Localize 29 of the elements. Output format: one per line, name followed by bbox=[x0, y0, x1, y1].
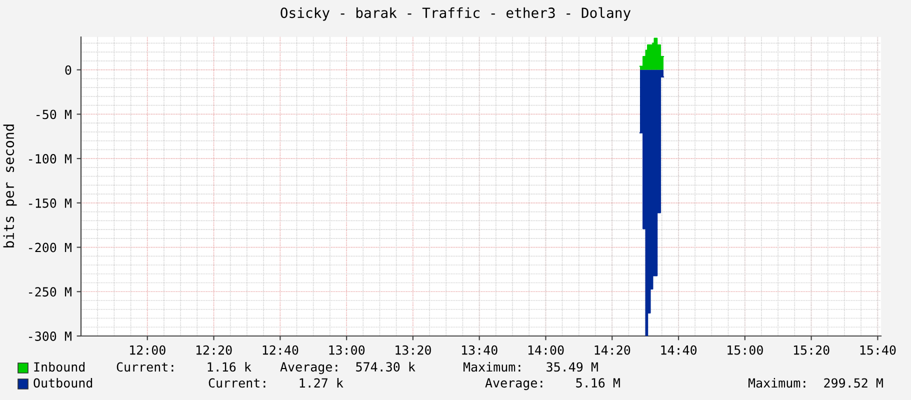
y-tick-label: -50 M bbox=[36, 110, 72, 120]
chart-title: Osicky - barak - Traffic - ether3 - Dolany bbox=[280, 7, 631, 21]
x-tick-label: 13:00 bbox=[329, 345, 365, 355]
text: Current: 1.16 k bbox=[116, 362, 252, 372]
y-axis-title: bits per second bbox=[3, 124, 17, 248]
x-tick-label: 15:40 bbox=[860, 345, 896, 355]
legend-label: Outbound bbox=[34, 378, 92, 388]
y-tick-label: -100 M bbox=[28, 154, 72, 164]
text: Current: 1.27 k bbox=[208, 378, 344, 388]
x-tick-label: 12:00 bbox=[130, 345, 166, 355]
x-tick-label: 15:20 bbox=[794, 345, 830, 355]
y-tick-label: 0 bbox=[65, 65, 72, 75]
x-tick-label: 13:20 bbox=[396, 345, 431, 355]
text: Average: 574.30 k bbox=[280, 362, 416, 374]
x-tick-label: 13:40 bbox=[462, 345, 498, 355]
legend-label: Inbound bbox=[34, 362, 85, 372]
text: Maximum: 35.49 M bbox=[464, 362, 598, 372]
x-tick-label: 14:00 bbox=[528, 345, 564, 355]
x-tick-label: 12:20 bbox=[196, 345, 232, 355]
y-tick-label: -200 M bbox=[28, 242, 72, 252]
x-tick-label: 14:20 bbox=[594, 345, 630, 355]
x-tick-label: 14:40 bbox=[661, 345, 697, 355]
text: Maximum: 299.52 M bbox=[748, 378, 883, 388]
x-tick-label: 15:00 bbox=[728, 345, 763, 355]
text: Average: 5.16 M bbox=[485, 378, 620, 390]
y-tick-label: -300 M bbox=[28, 332, 72, 341]
y-tick-label: -250 M bbox=[28, 287, 72, 297]
y-tick-label: -150 M bbox=[28, 198, 72, 208]
x-tick-label: 12:40 bbox=[262, 345, 298, 355]
